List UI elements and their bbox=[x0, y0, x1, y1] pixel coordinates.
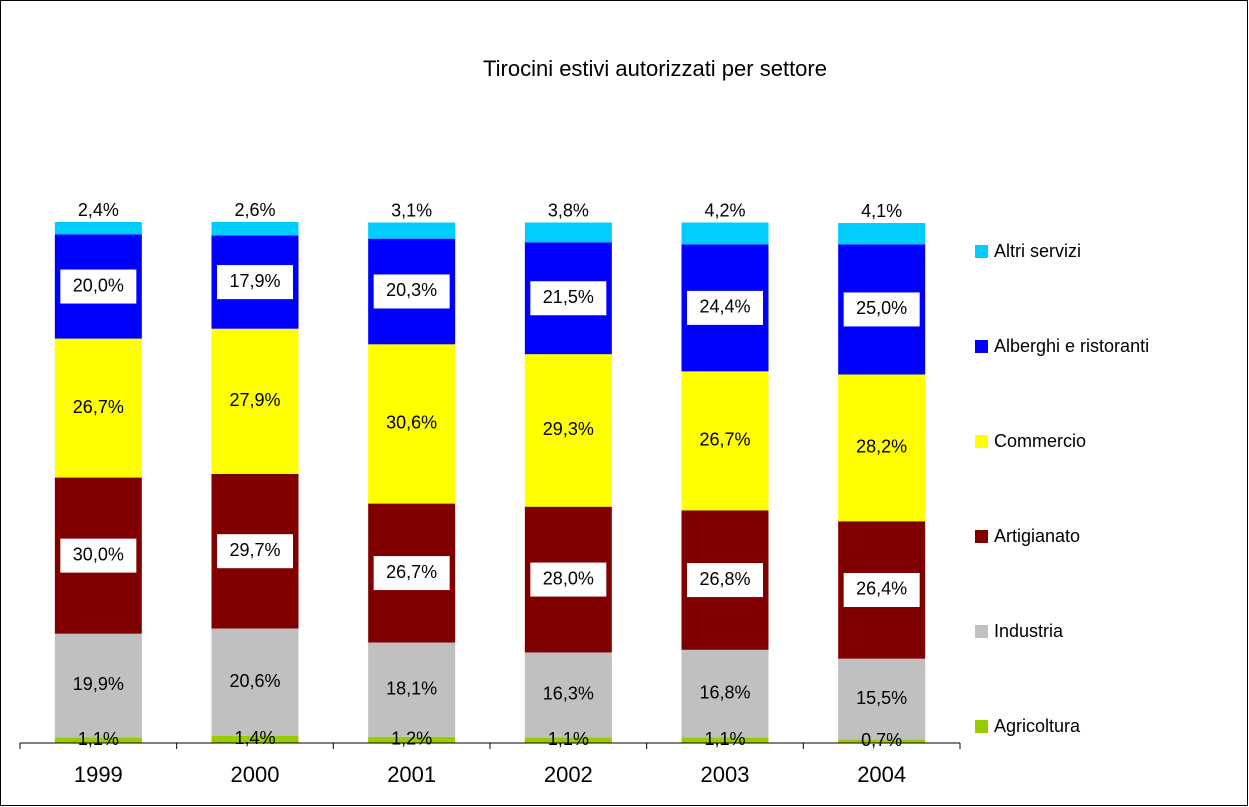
data-label: 15,5% bbox=[856, 688, 907, 708]
bar-segment bbox=[211, 328, 299, 474]
data-label: 3,1% bbox=[391, 200, 432, 220]
data-label: 16,3% bbox=[543, 684, 594, 704]
data-label: 20,6% bbox=[229, 671, 280, 691]
x-tick-label: 2000 bbox=[231, 762, 280, 787]
legend-label: Artigianato bbox=[994, 526, 1080, 546]
bar-segment bbox=[524, 737, 612, 743]
x-tick-label: 2003 bbox=[701, 762, 750, 787]
bar-segment bbox=[681, 649, 769, 738]
data-label: 3,8% bbox=[548, 200, 589, 220]
bar-segment bbox=[524, 354, 612, 507]
data-label-box bbox=[217, 534, 293, 569]
data-label: 1,2% bbox=[391, 729, 432, 749]
data-label: 1,4% bbox=[234, 728, 275, 748]
data-label-box bbox=[530, 281, 607, 316]
data-label: 30,6% bbox=[386, 413, 437, 433]
data-label: 28,0% bbox=[543, 568, 594, 588]
bar-segment bbox=[368, 222, 456, 239]
data-label: 26,8% bbox=[699, 569, 750, 589]
data-label-box bbox=[217, 265, 293, 300]
data-label: 2,6% bbox=[234, 200, 275, 220]
bar-segment bbox=[54, 633, 142, 738]
data-label-box bbox=[373, 556, 450, 591]
data-label: 20,3% bbox=[386, 280, 437, 300]
data-label: 1,1% bbox=[548, 729, 589, 749]
data-label: 26,7% bbox=[73, 397, 124, 417]
bar-segment bbox=[54, 338, 142, 478]
data-label: 30,0% bbox=[73, 544, 124, 564]
legend-swatch bbox=[975, 340, 988, 353]
data-label: 19,9% bbox=[73, 674, 124, 694]
legend-swatch bbox=[975, 245, 988, 258]
bar-segment bbox=[368, 642, 456, 737]
data-label: 21,5% bbox=[543, 287, 594, 307]
data-label-box bbox=[60, 538, 137, 573]
data-label-box bbox=[843, 572, 920, 607]
bar-segment bbox=[838, 223, 926, 245]
bar-segment bbox=[211, 222, 299, 236]
data-label: 29,3% bbox=[543, 419, 594, 439]
legend-swatch bbox=[975, 435, 988, 448]
bar-segment bbox=[838, 658, 926, 740]
bar-segment bbox=[681, 737, 769, 743]
data-label: 26,7% bbox=[699, 430, 750, 450]
data-label-box bbox=[60, 269, 137, 304]
legend-label: Agricoltura bbox=[994, 716, 1081, 736]
data-label: 29,7% bbox=[229, 540, 280, 560]
bar-segment bbox=[524, 652, 612, 738]
bar-segment bbox=[368, 736, 456, 743]
bar-segment bbox=[54, 222, 142, 235]
data-label: 4,1% bbox=[861, 201, 902, 221]
data-label: 0,7% bbox=[861, 730, 902, 750]
legend-label: Industria bbox=[994, 621, 1064, 641]
data-label: 2,4% bbox=[78, 200, 119, 220]
legend-label: Alberghi e ristoranti bbox=[994, 336, 1149, 356]
x-tick-label: 2001 bbox=[387, 762, 436, 787]
bar-segment bbox=[211, 628, 299, 736]
data-label: 16,8% bbox=[699, 682, 750, 702]
x-tick-label: 1999 bbox=[74, 762, 123, 787]
bar-segment bbox=[211, 735, 299, 743]
legend-label: Commercio bbox=[994, 431, 1086, 451]
data-label: 26,4% bbox=[856, 579, 907, 599]
bar-segment bbox=[524, 222, 612, 243]
legend-swatch bbox=[975, 625, 988, 638]
data-label: 20,0% bbox=[73, 275, 124, 295]
legend-label: Altri servizi bbox=[994, 241, 1081, 261]
bar-segment bbox=[681, 222, 769, 245]
x-tick-label: 2002 bbox=[544, 762, 593, 787]
data-label: 4,2% bbox=[704, 200, 745, 220]
data-label: 27,9% bbox=[229, 390, 280, 410]
bar-segment bbox=[368, 344, 456, 504]
bar-segment bbox=[838, 374, 926, 522]
legend-swatch bbox=[975, 530, 988, 543]
data-label: 1,1% bbox=[704, 729, 745, 749]
data-label: 1,1% bbox=[78, 729, 119, 749]
data-label: 24,4% bbox=[699, 297, 750, 317]
data-label: 25,0% bbox=[856, 298, 907, 318]
data-label-box bbox=[687, 290, 763, 325]
data-label-box bbox=[843, 292, 920, 327]
data-label-box bbox=[373, 274, 450, 309]
data-label: 28,2% bbox=[856, 437, 907, 457]
chart-title: Tirocini estivi autorizzati per settore bbox=[483, 56, 827, 81]
bar-segment bbox=[54, 737, 142, 743]
data-label: 17,9% bbox=[229, 271, 280, 291]
data-label-box bbox=[687, 563, 763, 598]
data-label-box bbox=[530, 562, 607, 597]
data-label: 26,7% bbox=[386, 562, 437, 582]
bar-segment bbox=[681, 371, 769, 511]
data-label: 18,1% bbox=[386, 678, 437, 698]
bar-segment bbox=[838, 739, 926, 743]
legend-swatch bbox=[975, 720, 988, 733]
x-tick-label: 2004 bbox=[857, 762, 906, 787]
